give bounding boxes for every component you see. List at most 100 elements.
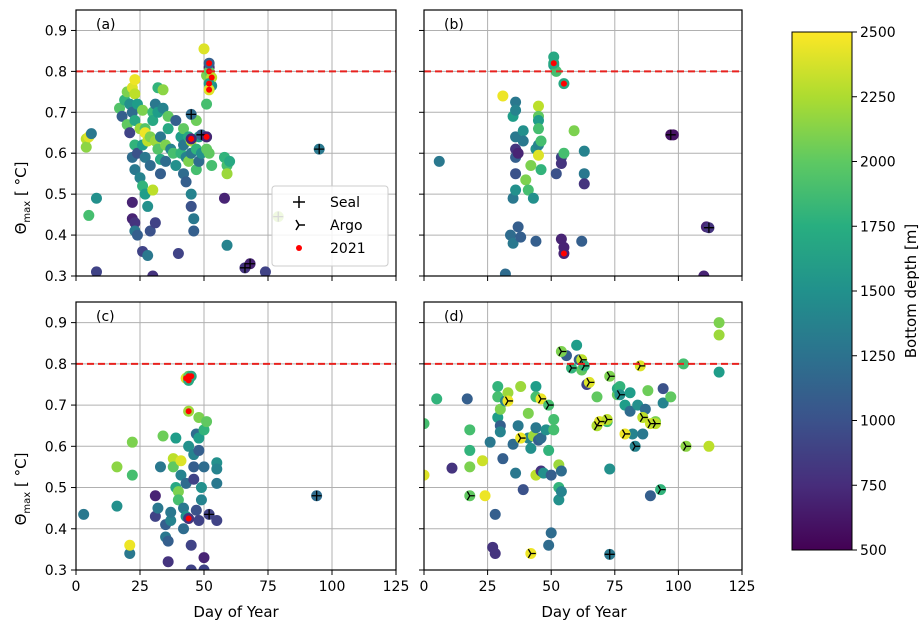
data-point bbox=[555, 465, 567, 477]
data-point bbox=[185, 564, 197, 570]
data-point bbox=[522, 184, 534, 196]
data-point bbox=[190, 504, 202, 516]
data-point bbox=[165, 506, 177, 518]
data-point bbox=[201, 416, 213, 428]
y-tick-label: 0.8 bbox=[45, 357, 67, 373]
data-point bbox=[126, 436, 138, 448]
data-point bbox=[543, 444, 555, 456]
argo-marker bbox=[558, 346, 567, 357]
data-point bbox=[188, 473, 200, 485]
data-point bbox=[424, 469, 430, 481]
colorbar-tick-label: 500 bbox=[860, 543, 887, 559]
seal-marker bbox=[703, 222, 714, 233]
marker-2021 bbox=[560, 80, 567, 87]
data-point bbox=[494, 426, 506, 438]
data-point bbox=[535, 432, 547, 444]
data-point bbox=[555, 157, 567, 169]
data-point bbox=[211, 477, 223, 489]
data-point bbox=[147, 114, 159, 126]
seal-marker bbox=[204, 509, 215, 520]
data-point bbox=[591, 391, 603, 403]
data-point bbox=[129, 114, 141, 126]
data-point bbox=[548, 414, 560, 426]
data-point bbox=[510, 168, 522, 180]
data-point bbox=[484, 436, 496, 448]
y-tick-label: 0.3 bbox=[45, 269, 67, 285]
data-point bbox=[154, 168, 166, 180]
data-point bbox=[627, 428, 639, 440]
colorbar-ticks: 500 750 1000 1250 1500 1750 2000 2250 2500 bbox=[852, 25, 896, 559]
data-point bbox=[175, 469, 187, 481]
data-point bbox=[221, 168, 233, 180]
argo-marker bbox=[596, 416, 605, 427]
data-point bbox=[530, 422, 542, 434]
data-point bbox=[198, 461, 210, 473]
data-point bbox=[185, 539, 197, 551]
y-tick-label: 0.5 bbox=[45, 187, 67, 203]
x-tick-label: 25 bbox=[479, 579, 497, 595]
data-point bbox=[78, 508, 90, 520]
colorbar-tick-label: 1000 bbox=[860, 414, 896, 430]
data-point bbox=[149, 490, 161, 502]
argo-marker bbox=[604, 414, 613, 425]
data-point bbox=[525, 160, 537, 172]
legend-2021-icon bbox=[296, 245, 302, 251]
argo-marker bbox=[527, 548, 536, 559]
data-point bbox=[129, 74, 141, 86]
data-point bbox=[111, 500, 123, 512]
data-point bbox=[446, 462, 458, 474]
data-point bbox=[129, 88, 141, 100]
panel-frame bbox=[423, 9, 743, 277]
data-point bbox=[494, 403, 506, 415]
data-point bbox=[510, 96, 522, 108]
x-tick-label: 75 bbox=[259, 579, 277, 595]
marker-2021 bbox=[206, 86, 213, 93]
data-point bbox=[543, 539, 555, 551]
marker-2021 bbox=[185, 408, 192, 415]
argo-marker bbox=[632, 441, 641, 451]
data-point bbox=[185, 200, 197, 212]
data-point bbox=[185, 188, 197, 200]
data-point bbox=[162, 123, 174, 135]
panel-label: (c) bbox=[96, 309, 115, 325]
data-point bbox=[497, 90, 509, 102]
data-point bbox=[111, 461, 123, 473]
marker-2021 bbox=[208, 74, 215, 81]
data-point bbox=[657, 383, 669, 395]
data-point bbox=[515, 231, 527, 243]
data-point bbox=[510, 467, 522, 479]
data-point bbox=[553, 494, 565, 506]
x-tick-label: 0 bbox=[72, 579, 81, 595]
data-point bbox=[558, 147, 570, 159]
data-point bbox=[154, 461, 166, 473]
data-point bbox=[545, 469, 557, 481]
data-point bbox=[657, 397, 669, 409]
data-point bbox=[172, 486, 184, 498]
data-point bbox=[139, 151, 151, 163]
data-point bbox=[535, 164, 547, 176]
data-point bbox=[188, 461, 200, 473]
data-point bbox=[188, 225, 200, 237]
colorbar: 500 750 1000 1250 1500 1750 2000 2250 2500 Botto… bbox=[791, 25, 920, 559]
y-tick-label: 0.4 bbox=[45, 228, 67, 244]
data-point bbox=[144, 225, 156, 237]
data-points bbox=[433, 51, 715, 276]
data-point bbox=[464, 444, 476, 456]
colorbar-tick-label: 2500 bbox=[860, 25, 896, 41]
seal-marker bbox=[604, 549, 615, 560]
y-axis-label-bottom: Θmax [ °C] bbox=[12, 453, 33, 526]
data-point bbox=[203, 147, 215, 159]
data-point bbox=[713, 317, 725, 329]
argo-marker bbox=[616, 390, 625, 400]
data-points bbox=[424, 317, 725, 560]
data-point bbox=[604, 463, 616, 475]
colorbar-tick-label: 750 bbox=[860, 478, 887, 494]
data-point bbox=[502, 387, 514, 399]
data-point bbox=[525, 442, 537, 454]
data-point bbox=[224, 155, 236, 167]
data-point bbox=[515, 381, 527, 393]
data-point bbox=[624, 387, 636, 399]
panels-layer: 0.3 0.4 0.5 0.6 0.7 0.8 0.9 (a) (b) 0 25 50 75 100 125… bbox=[45, 9, 755, 595]
y-tick-label: 0.7 bbox=[45, 105, 67, 121]
data-point bbox=[83, 209, 95, 221]
